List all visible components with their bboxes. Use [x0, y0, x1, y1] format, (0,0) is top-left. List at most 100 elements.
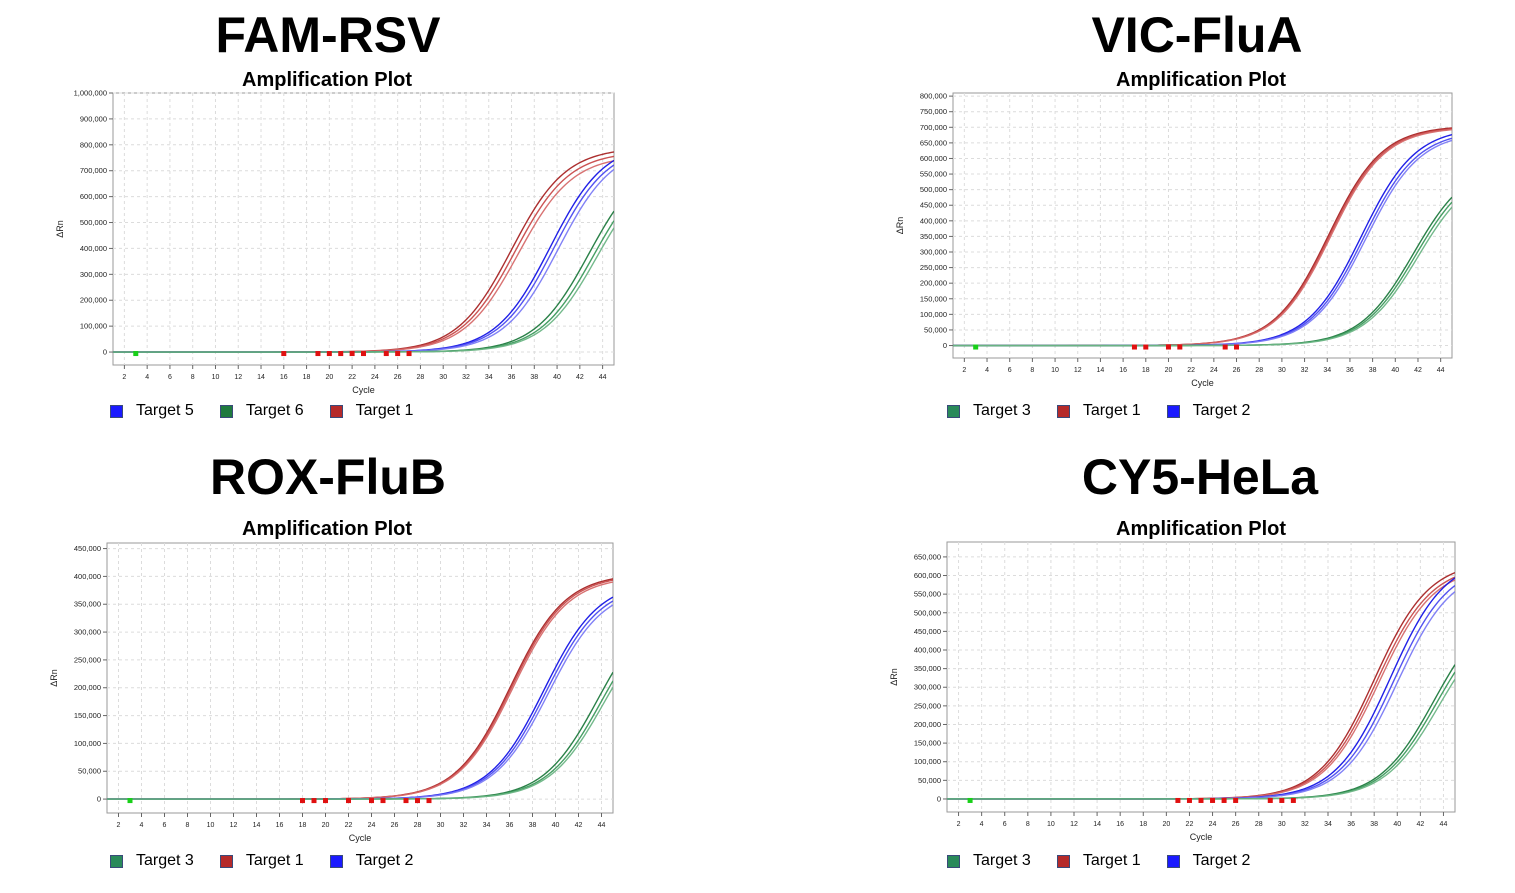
baseline-marker-green [133, 351, 139, 357]
y-tick-label: 500,000 [80, 218, 107, 227]
y-tick-label: 600,000 [914, 571, 941, 580]
baseline-marker-red [1234, 344, 1240, 350]
legend-item: Target 2 [1166, 852, 1250, 870]
amplification-chart-cy5-hela: 2 4 6 8 10 12 14 16 18 20 22 24 26 28 30 32 34 36 38 40 42 44… [889, 541, 1456, 842]
x-tick-label: 36 [508, 374, 516, 381]
y-tick-label: 200,000 [920, 279, 947, 288]
y-tick-label: 300,000 [920, 248, 947, 257]
y-axis-label: ΔRn [889, 668, 899, 686]
baseline-marker-red [1210, 797, 1216, 803]
panel-title-rox-flub: ROX-FluB [209, 449, 447, 505]
y-tick-label: 300,000 [914, 683, 941, 692]
x-tick-label: 14 [1093, 821, 1101, 828]
baseline-marker-red [315, 351, 321, 357]
x-tick-label: 30 [439, 374, 447, 381]
x-tick-label: 34 [1323, 367, 1331, 374]
legend-label: Target 1 [1082, 402, 1141, 419]
legend-rox-flub: Target 3 Target 1 Target 2 [110, 852, 439, 870]
x-tick-label: 24 [371, 374, 379, 381]
legend-label: Target 6 [245, 402, 304, 419]
baseline-marker-red [1279, 797, 1285, 803]
y-tick-label: 750,000 [920, 107, 947, 116]
y-tick-label: 150,000 [74, 711, 101, 720]
legend-vic-flua: Target 3 Target 1 Target 2 [947, 402, 1276, 420]
baseline-marker-red [338, 351, 344, 357]
x-tick-label: 10 [1047, 821, 1055, 828]
y-tick-label: 200,000 [914, 720, 941, 729]
y-tick-label: 150,000 [920, 294, 947, 303]
y-tick-label: 400,000 [920, 216, 947, 225]
x-tick-label: 6 [1008, 367, 1012, 374]
x-tick-label: 18 [1142, 367, 1150, 374]
y-tick-label: 0 [943, 341, 947, 350]
baseline-marker-red [426, 798, 432, 804]
baseline-marker-red [1267, 797, 1273, 803]
legend-cy5-hela: Target 3 Target 1 Target 2 [947, 852, 1276, 870]
plot-title-rox-flub: Amplification Plot [242, 518, 412, 540]
plot-area [112, 92, 615, 366]
x-tick-label: 44 [1437, 367, 1445, 374]
baseline-marker-green [973, 344, 979, 350]
x-tick-label: 22 [348, 374, 356, 381]
x-tick-label: 6 [1003, 821, 1007, 828]
x-axis-label: Cycle [1191, 378, 1214, 388]
baseline-marker-red [369, 798, 374, 804]
x-tick-label: 20 [1165, 367, 1173, 374]
plot-title-cy5-hela: Amplification Plot [1116, 518, 1286, 540]
x-tick-label: 30 [1278, 821, 1286, 828]
baseline-marker-red [323, 798, 328, 804]
x-tick-label: 16 [1116, 821, 1124, 828]
x-tick-label: 2 [957, 821, 961, 828]
x-tick-label: 10 [212, 374, 220, 381]
legend-swatch [329, 854, 343, 868]
y-tick-label: 0 [103, 348, 107, 357]
x-tick-label: 4 [980, 821, 984, 828]
x-axis-label: Cycle [349, 833, 372, 843]
x-tick-label: 38 [1370, 821, 1378, 828]
amplification-chart-rox-flub: 2 4 6 8 10 12 14 16 18 20 22 24 26 28 30 32 34 36 38 40 42 44… [49, 542, 614, 843]
y-tick-label: 450,000 [914, 627, 941, 636]
y-axis-label: ΔRn [49, 669, 59, 687]
plot-title-fam-rsv: Amplification Plot [242, 69, 412, 91]
y-tick-label: 100,000 [74, 739, 101, 748]
x-tick-label: 18 [299, 822, 307, 829]
legend-label: Target 1 [1082, 852, 1141, 869]
legend-swatch [1056, 404, 1070, 418]
legend-swatch [1056, 854, 1070, 868]
x-tick-label: 26 [1233, 367, 1241, 374]
y-tick-label: 400,000 [914, 646, 941, 655]
y-tick-label: 100,000 [80, 322, 107, 331]
legend-item: Target 5 [110, 402, 194, 420]
baseline-marker-red [1175, 797, 1181, 803]
plot-area [946, 541, 1456, 813]
legend-item: Target 6 [219, 402, 304, 420]
y-tick-label: 300,000 [74, 628, 101, 637]
x-tick-label: 42 [1416, 821, 1424, 828]
x-tick-label: 24 [368, 822, 376, 829]
x-tick-label: 36 [1346, 367, 1354, 374]
baseline-marker-red [1221, 797, 1227, 803]
baseline-marker-red [415, 798, 420, 804]
x-tick-label: 38 [530, 374, 538, 381]
baseline-marker-red [1186, 797, 1192, 803]
y-tick-label: 600,000 [920, 154, 947, 163]
x-tick-label: 14 [253, 822, 261, 829]
x-tick-label: 28 [417, 374, 425, 381]
x-tick-label: 16 [276, 822, 284, 829]
baseline-marker-red [1233, 797, 1239, 803]
y-tick-label: 100,000 [914, 757, 941, 766]
x-tick-label: 8 [191, 374, 195, 381]
y-tick-label: 250,000 [920, 263, 947, 272]
y-tick-label: 250,000 [914, 701, 941, 710]
x-tick-label: 24 [1210, 367, 1218, 374]
y-tick-label: 200,000 [74, 683, 101, 692]
y-tick-label: 400,000 [80, 244, 107, 253]
legend-item: Target 3 [947, 402, 1031, 420]
y-tick-label: 550,000 [920, 170, 947, 179]
x-tick-label: 30 [1278, 367, 1286, 374]
legend-swatch [329, 404, 343, 418]
y-tick-label: 350,000 [920, 232, 947, 241]
legend-swatch [1166, 404, 1180, 418]
y-tick-label: 400,000 [74, 572, 101, 581]
baseline-marker-red [300, 798, 305, 804]
